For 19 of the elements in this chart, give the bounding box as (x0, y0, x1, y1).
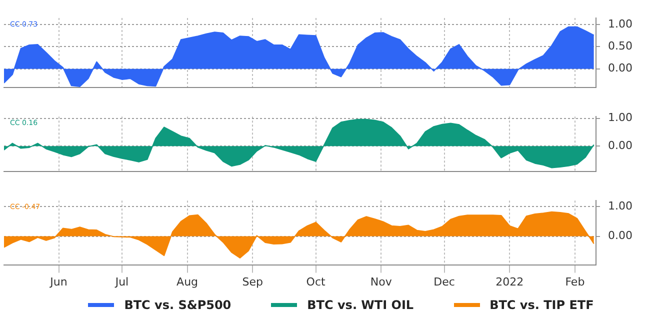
x-tick-label: Jun (49, 275, 68, 288)
x-tick-label: Sep (242, 275, 263, 288)
y-tick-label: 0.00 (608, 62, 632, 75)
x-tick-label: Dec (434, 275, 455, 288)
x-tick-label: 2022 (496, 275, 524, 288)
y-tick-label: 1.00 (608, 199, 632, 212)
y-tick-label: 0.50 (608, 40, 632, 53)
x-tick-label: Aug (176, 275, 198, 288)
legend-label: BTC vs. S&P500 (124, 298, 232, 312)
x-tick-label: Nov (370, 275, 392, 288)
y-tick-label: 1.00 (608, 17, 632, 30)
x-tick-label: Oct (306, 275, 326, 288)
y-tick-label: 1.00 (608, 111, 632, 124)
y-tick-label: 0.00 (608, 229, 632, 242)
x-tick-label: Feb (565, 275, 585, 288)
legend-label: BTC vs. WTI OIL (307, 298, 414, 312)
x-tick-label: Jul (114, 275, 129, 288)
legend-label: BTC vs. TIP ETF (490, 298, 594, 312)
y-tick-label: 0.00 (608, 138, 632, 152)
